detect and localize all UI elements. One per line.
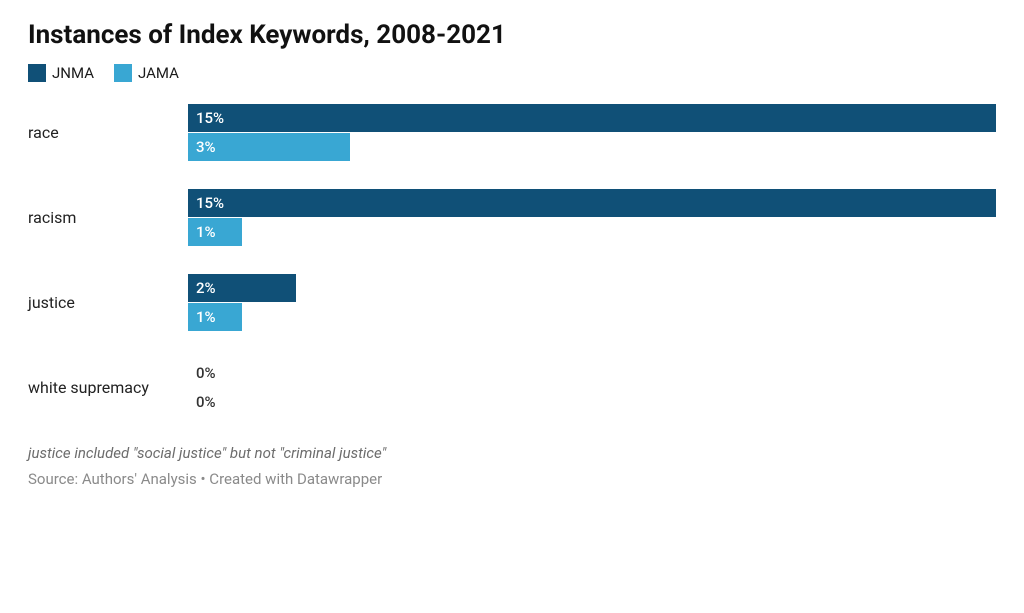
value-label: 1% bbox=[196, 223, 216, 241]
source-line: Source: Authors' Analysis • Created with… bbox=[28, 470, 996, 488]
legend: JNMA JAMA bbox=[28, 64, 996, 82]
bar-jnma bbox=[188, 189, 996, 217]
bar-chart: race 15% 3% racism 15% 1% justice 2% 1% white sup… bbox=[28, 104, 996, 416]
bar-wrap: 0% bbox=[188, 359, 996, 387]
value-label: 15% bbox=[196, 194, 224, 212]
category-label: white supremacy bbox=[28, 378, 188, 397]
bar-wrap: 0% bbox=[188, 388, 996, 416]
bar-group: 0% 0% bbox=[188, 359, 996, 416]
bar-wrap: 3% bbox=[188, 133, 996, 161]
bar-group: 15% 3% bbox=[188, 104, 996, 161]
bar-jnma bbox=[188, 104, 996, 132]
value-label: 0% bbox=[196, 364, 216, 382]
footnote: justice included "social justice" but no… bbox=[28, 444, 996, 462]
category-label: justice bbox=[28, 293, 188, 312]
bar-group: 15% 1% bbox=[188, 189, 996, 246]
category-label: race bbox=[28, 123, 188, 142]
bar-wrap: 1% bbox=[188, 303, 996, 331]
legend-label-jama: JAMA bbox=[138, 64, 179, 82]
value-label: 2% bbox=[196, 279, 216, 297]
value-label: 0% bbox=[196, 393, 216, 411]
bar-wrap: 2% bbox=[188, 274, 996, 302]
chart-row: race 15% 3% bbox=[28, 104, 996, 161]
bar-wrap: 1% bbox=[188, 218, 996, 246]
value-label: 15% bbox=[196, 109, 224, 127]
bar-group: 2% 1% bbox=[188, 274, 996, 331]
legend-item-jnma: JNMA bbox=[28, 64, 94, 82]
chart-title: Instances of Index Keywords, 2008-2021 bbox=[28, 20, 996, 50]
value-label: 3% bbox=[196, 138, 216, 156]
chart-row: justice 2% 1% bbox=[28, 274, 996, 331]
bar-wrap: 15% bbox=[188, 104, 996, 132]
bar-wrap: 15% bbox=[188, 189, 996, 217]
chart-row: racism 15% 1% bbox=[28, 189, 996, 246]
chart-row: white supremacy 0% 0% bbox=[28, 359, 996, 416]
legend-item-jama: JAMA bbox=[114, 64, 179, 82]
legend-label-jnma: JNMA bbox=[52, 64, 94, 82]
category-label: racism bbox=[28, 208, 188, 227]
legend-swatch-jama bbox=[114, 64, 132, 82]
value-label: 1% bbox=[196, 308, 216, 326]
legend-swatch-jnma bbox=[28, 64, 46, 82]
